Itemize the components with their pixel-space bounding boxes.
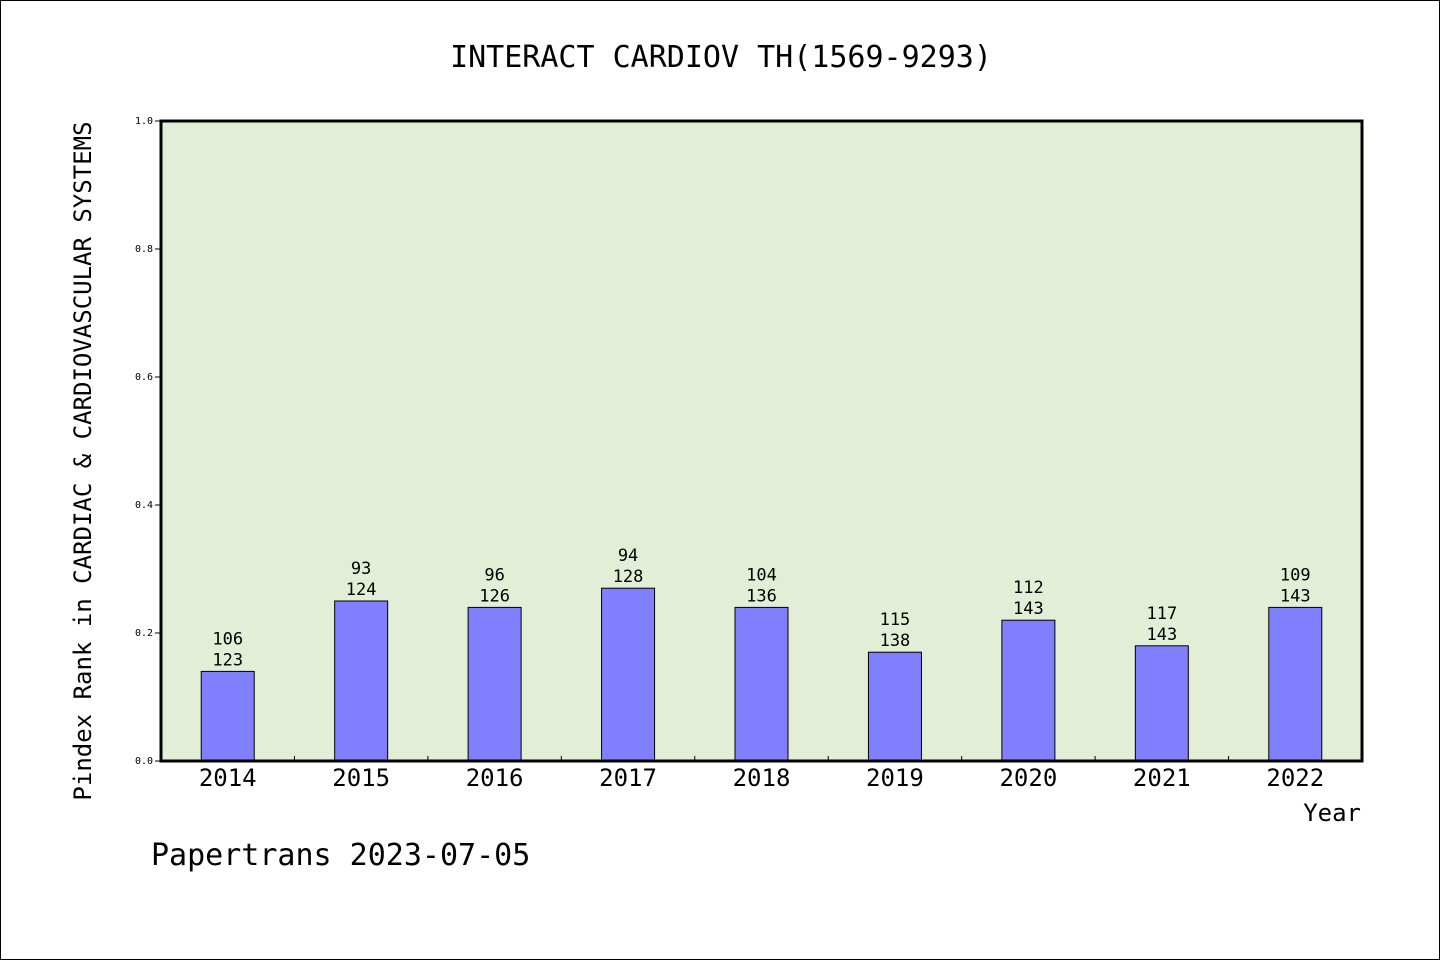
bar-rank-label: 94 [618,546,638,566]
bar-total-label: 128 [613,567,644,587]
x-tick-label: 2016 [466,764,524,792]
bar-rank-label: 93 [351,559,371,579]
x-tick-label: 2020 [999,764,1057,792]
bar-rank-label: 117 [1146,604,1177,624]
bar-2015 [334,600,389,762]
bar-total-label: 143 [1146,625,1177,645]
y-tick-label: 0.2 [135,628,153,639]
y-tick-label: 0.8 [135,244,153,255]
footer-text: Papertrans 2023-07-05 [151,838,530,873]
y-tick-label: 0.0 [135,756,153,767]
x-tick-label: 2015 [332,764,390,792]
bar-2014 [200,670,255,762]
bar-rank-label: 106 [212,629,243,649]
bar-rank-label: 109 [1280,565,1311,585]
plot-frame [159,119,1364,763]
x-tick-label: 2022 [1266,764,1324,792]
x-tick-label: 2018 [733,764,791,792]
y-tick-label: 1.0 [135,116,153,127]
bar-rank-label: 96 [484,565,504,585]
y-tick-label: 0.6 [135,372,153,383]
x-tick-label: 2019 [866,764,924,792]
x-tick-label: 2014 [199,764,257,792]
bar-total-label: 143 [1013,599,1044,619]
bar-total-label: 136 [746,586,777,606]
bar-total-label: 124 [346,580,377,600]
bar-total-label: 143 [1280,586,1311,606]
bar-2022 [1268,606,1323,762]
bar-2021 [1134,645,1189,762]
x-tick-label: 2021 [1133,764,1191,792]
x-axis-label: Year [1303,799,1361,827]
bar-2020 [1001,619,1056,762]
bar-total-label: 126 [479,586,510,606]
bar-2016 [467,606,522,762]
bar-2019 [867,651,922,762]
x-tick-label: 2017 [599,764,657,792]
y-axis-label: Pindex Rank in CARDIAC & CARDIOVASCULAR … [69,121,97,800]
y-tick-label: 0.4 [135,500,153,511]
bar-rank-label: 112 [1013,578,1044,598]
bar-2018 [734,606,789,762]
bar-total-label: 138 [880,631,911,651]
bar-2017 [601,587,656,762]
chart-title: INTERACT CARDIOV TH(1569-9293) [450,40,992,75]
bar-rank-label: 115 [880,610,911,630]
bar-total-label: 123 [212,650,243,670]
bar-rank-label: 104 [746,565,777,585]
